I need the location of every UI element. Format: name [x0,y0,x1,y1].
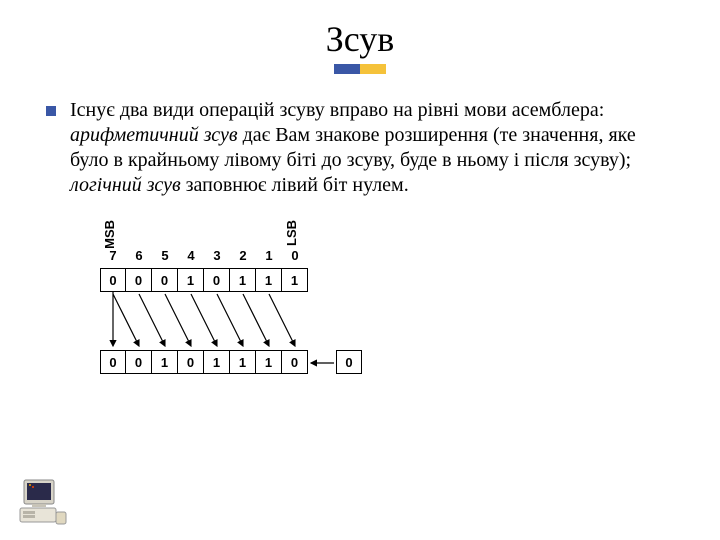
bit-index: 1 [256,248,282,263]
paragraph: Існує два види операцій зсуву вправо на … [70,98,674,198]
bit-cell: 1 [230,268,256,292]
input-bit-cell: 0 [336,350,362,374]
bit-cell: 0 [178,350,204,374]
bit-cell: 0 [126,268,152,292]
bit-index: 7 [100,248,126,263]
para-em-1: арифметичний зсув [70,124,238,146]
bit-cell: 1 [282,268,308,292]
bit-cell: 1 [256,268,282,292]
shift-arrows [100,292,360,350]
shift-diagram: MSB LSB 7 6 5 4 3 2 1 0 0 0 0 1 0 1 1 1 [100,220,420,400]
bit-cell: 0 [152,268,178,292]
bit-cell: 0 [100,268,126,292]
content-block: Існує два види операцій зсуву вправо на … [0,74,720,198]
para-text-3: заповнює лівий біт нулем. [181,174,409,196]
bit-cell: 0 [100,350,126,374]
bit-cell: 0 [282,350,308,374]
bit-cell: 1 [230,350,256,374]
bit-cell: 1 [178,268,204,292]
bit-index: 6 [126,248,152,263]
bit-cell: 1 [256,350,282,374]
bit-cell: 1 [152,350,178,374]
title-accent [334,64,386,74]
bit-row-bottom: 0 0 1 0 1 1 1 0 [100,350,308,374]
bullet-icon [46,106,56,116]
bit-cell: 0 [126,350,152,374]
bit-index: 3 [204,248,230,263]
page-title: Зсув [0,0,720,70]
input-arrow [308,358,336,368]
para-em-2: логічний зсув [70,174,181,196]
bit-index-row: 7 6 5 4 3 2 1 0 [100,248,308,263]
bit-index: 2 [230,248,256,263]
lsb-label: LSB [284,220,299,246]
bit-row-top: 0 0 0 1 0 1 1 1 [100,268,308,292]
computer-icon [18,476,68,526]
bit-index: 4 [178,248,204,263]
bit-cell: 1 [204,350,230,374]
bit-index: 5 [152,248,178,263]
bit-cell: 0 [204,268,230,292]
bit-index: 0 [282,248,308,263]
para-text-1: Існує два види операцій зсуву вправо на … [70,99,604,121]
msb-label: MSB [102,220,117,249]
